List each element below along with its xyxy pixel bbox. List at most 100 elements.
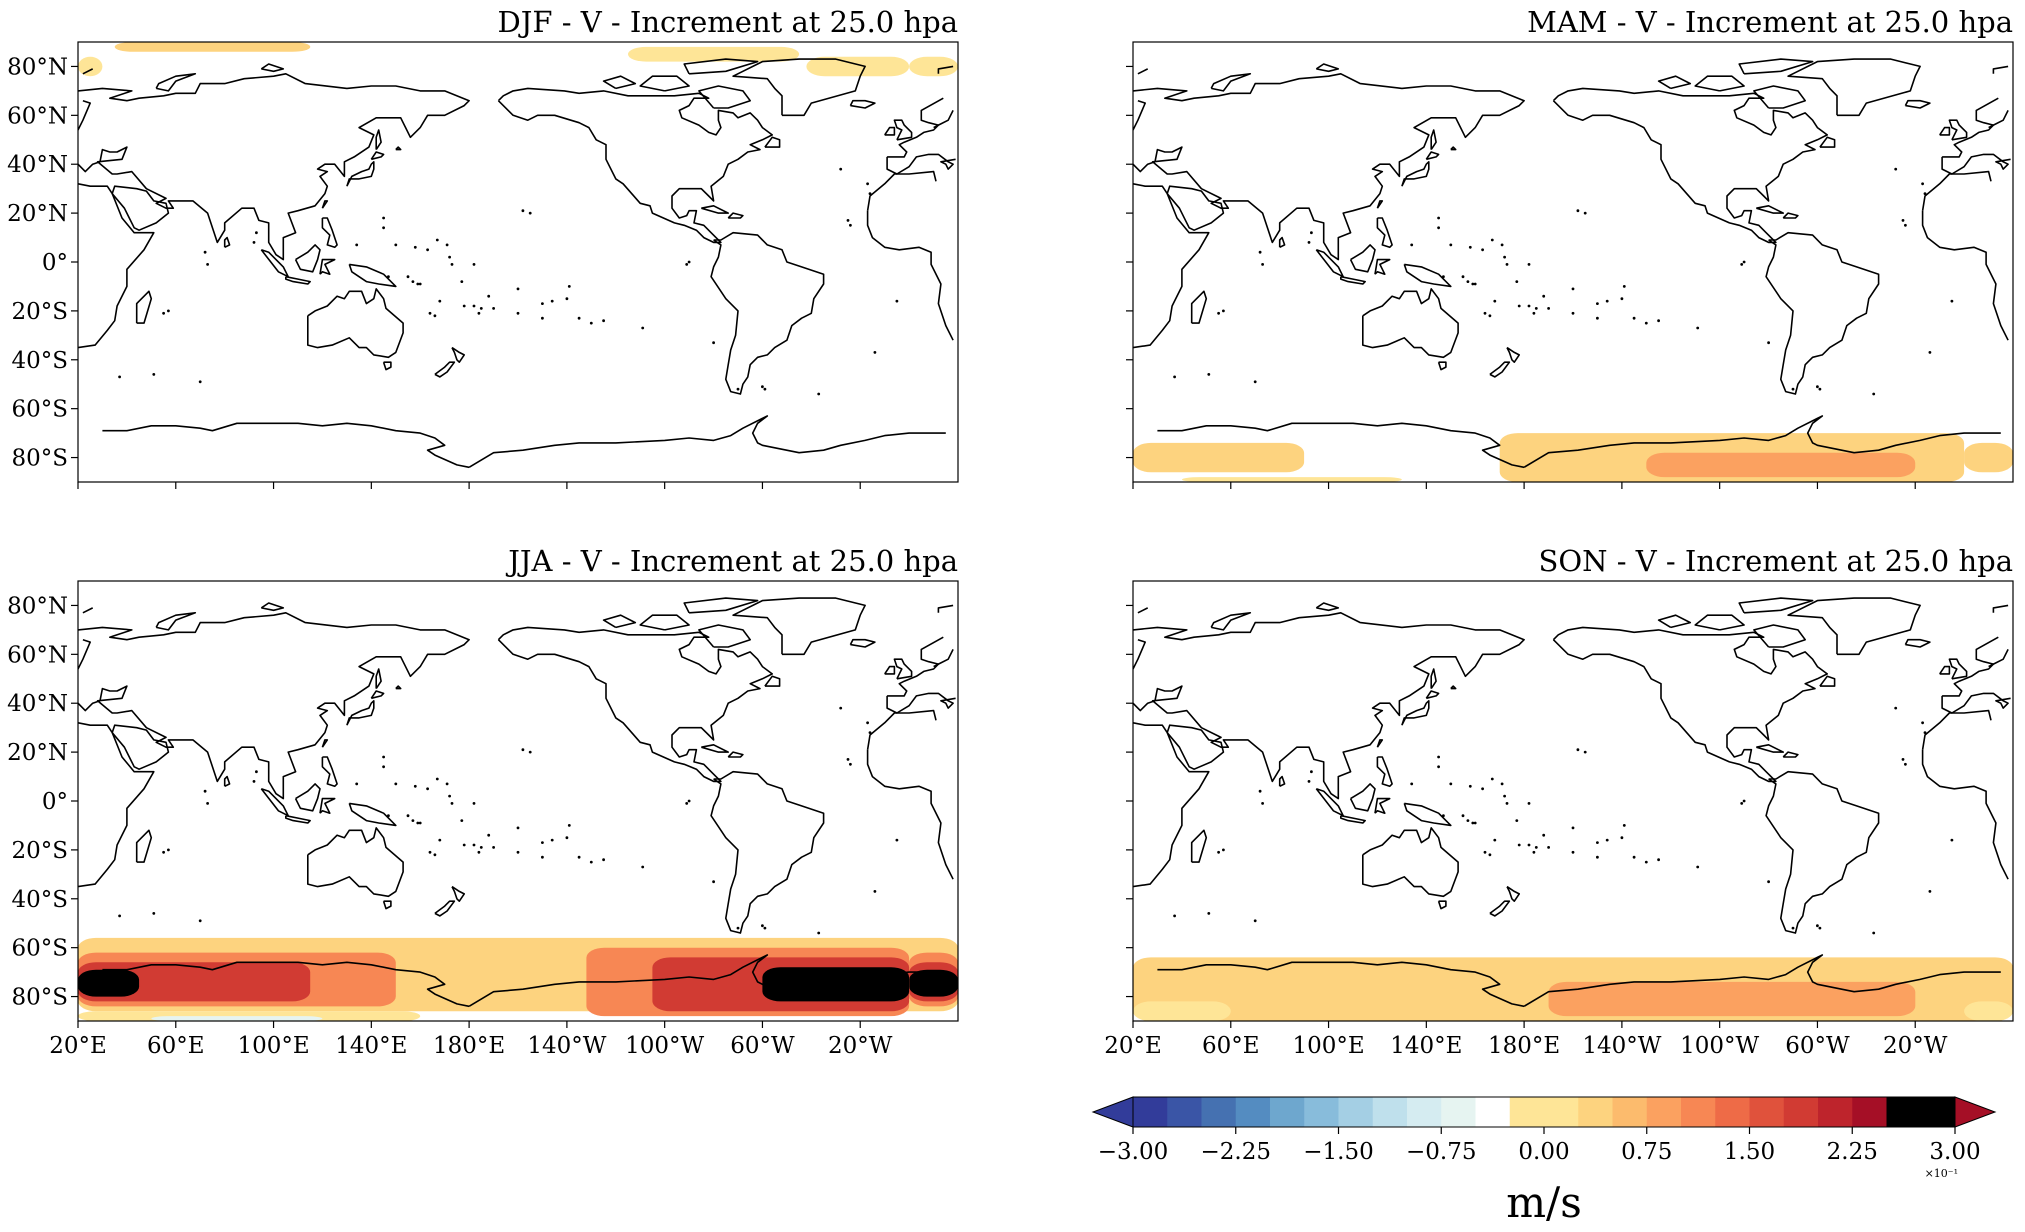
island-dot (1622, 285, 1626, 288)
island-dot (1632, 316, 1636, 320)
island-dot (1490, 238, 1494, 242)
colorbar-segment (1612, 1097, 1648, 1127)
colorbar-units-label: m/s (1506, 1178, 1582, 1227)
island-dot (761, 924, 764, 928)
island-dot (1483, 311, 1487, 315)
island-dot (118, 914, 121, 918)
coastline-africa (1133, 183, 1210, 349)
colorbar-segment (1235, 1097, 1271, 1127)
island-dot (1437, 226, 1440, 230)
coastline-europe (1941, 153, 2011, 175)
x-tick-label: 20°E (1104, 1033, 1162, 1059)
island-dot (1461, 814, 1465, 818)
island-dot (206, 263, 210, 266)
coastline-europe (887, 97, 944, 158)
coastline-kamchatka-islands (395, 685, 402, 690)
island-dot (479, 846, 483, 849)
coastline-canadian-arctic1 (1694, 75, 1745, 92)
coastline-arabia-fill (111, 185, 170, 231)
coastline-europe (1942, 97, 1999, 158)
contour-fill-2 (1964, 1001, 2013, 1021)
colorbar-tick-label: −3.00 (1098, 1139, 1168, 1165)
island-dot (763, 387, 767, 391)
island-dot (206, 802, 210, 805)
island-dot (413, 784, 417, 788)
coastline-taiwan (1376, 200, 1384, 209)
island-dot (435, 777, 439, 781)
island-dot (1473, 282, 1477, 286)
coastline-borneo (294, 244, 321, 273)
island-dot (1261, 802, 1264, 805)
island-dot (589, 860, 593, 864)
island-dot (1515, 280, 1519, 283)
coastline-antarctica (1157, 961, 1525, 1008)
island-dot (203, 789, 207, 793)
island-dot (1493, 838, 1497, 842)
coastline-nz-north (1506, 885, 1520, 903)
island-dot (1818, 387, 1822, 391)
coastline-europe (886, 153, 956, 175)
island-dot (866, 182, 869, 186)
island-dot (1505, 263, 1509, 266)
y-tick-label: 0° (42, 789, 68, 815)
coastline-java (284, 814, 312, 824)
colorbar-segment (1475, 1097, 1511, 1127)
y-tick-label: 20°S (11, 299, 68, 325)
colorbar-segment (1338, 1097, 1374, 1127)
island-dot (1488, 314, 1492, 318)
contour-fill-1 (1548, 981, 1916, 1017)
coastline-europe (886, 692, 956, 714)
y-tick-label: 40°N (7, 691, 68, 717)
island-dot (1583, 750, 1587, 754)
coastline-svalbard (82, 68, 94, 75)
coastline-japan (346, 699, 375, 726)
island-dot (1481, 248, 1484, 252)
coastline-greenland (1787, 58, 1921, 117)
island-dot (873, 890, 877, 893)
island-dot (895, 838, 899, 842)
coastline-europe (78, 73, 470, 261)
coastline-baffin (1753, 624, 1806, 648)
coastline-australia (1362, 288, 1459, 359)
island-dot (1261, 263, 1264, 266)
island-dot (516, 311, 520, 315)
coastline-europe (78, 611, 470, 800)
map-panel-1: DJF - V - Increment at 25.0 hpa 80°N 60°N 4… (7, 5, 959, 489)
island-dot (712, 341, 715, 345)
contour-fill-3 (78, 969, 140, 997)
coastline-europe (1133, 611, 1525, 800)
coastline-svalbard (937, 65, 954, 74)
island-dot (460, 280, 464, 283)
coastline-south-america (710, 770, 825, 934)
coastline-scandinavia-sea (1133, 638, 1146, 670)
island-dot (1923, 192, 1927, 196)
coastline-south-america (710, 231, 825, 395)
coastline-borneo (1349, 783, 1376, 812)
island-dot (198, 919, 202, 923)
coastline-tasmania (382, 900, 392, 910)
island-dot (641, 865, 645, 869)
island-dot (252, 241, 256, 244)
y-tick-label: 80°N (7, 54, 68, 80)
coastline-scandinavia-sea (933, 649, 954, 668)
island-dot (438, 299, 442, 303)
island-dot (1576, 209, 1580, 213)
island-dot (1471, 282, 1475, 286)
island-dot (433, 314, 437, 318)
coastline-africa (866, 709, 937, 750)
island-dot (1928, 351, 1932, 354)
coastline-novaya (155, 73, 197, 92)
x-tick-label: 180°E (1488, 1033, 1560, 1059)
colorbar-segment (1270, 1097, 1305, 1127)
island-dot (394, 243, 398, 247)
y-tick-label: 20°S (11, 838, 68, 864)
island-dot (1596, 855, 1599, 859)
coastline-sakhalin (375, 129, 382, 151)
island-dot (1596, 841, 1599, 844)
island-dot (1410, 243, 1414, 247)
coastline-africa (866, 210, 954, 341)
coastline-ireland (1939, 665, 1951, 675)
island-dot (1542, 294, 1546, 298)
coastline-java (1340, 275, 1366, 285)
coastline-srilanka (1278, 236, 1286, 249)
